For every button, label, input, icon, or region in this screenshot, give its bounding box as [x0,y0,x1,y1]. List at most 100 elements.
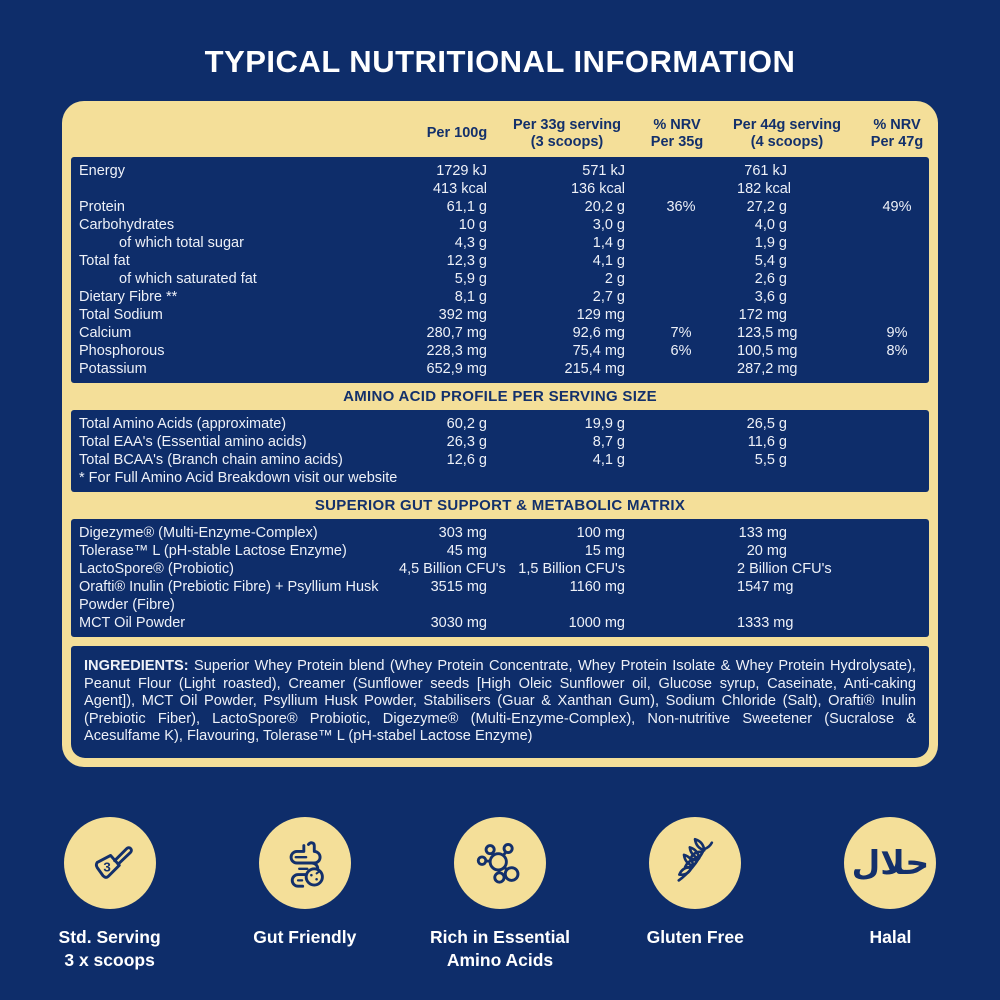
value-per-100g: 228,3 mg [426,343,487,359]
row-label: Carbohydrates [79,217,175,233]
value-nrv-35g [625,542,737,560]
value-per-44g-serving: 123,5 mg [737,325,798,341]
table-row: Total EAA's (Essential amino acids) 26,3 … [71,433,929,451]
value-per-100g: 61,1 g [446,199,487,215]
nutrition-label-page: TYPICAL NUTRITIONAL INFORMATION Per 100g… [0,44,1000,972]
value-per-33g-serving: 4,1 g [592,253,625,269]
table-row: Carbohydrates 10 g 3,0 g 4,0 g [71,216,929,234]
row-label: Total Amino Acids (approximate) [79,416,287,432]
value-nrv-35g [625,306,737,324]
value-nrv-35g [625,288,737,306]
row-label: Digezyme® (Multi-Enzyme-Complex) [79,525,318,541]
value-nrv-47g [787,270,921,288]
amino-acid-table: Total Amino Acids (approximate) 60,2 g 19,… [71,410,929,492]
table-row: Total BCAA's (Branch chain amino acids) 1… [71,451,929,469]
value-per-44g-serving: 133 mg [738,525,787,541]
row-label: Phosphorous [79,343,165,359]
amino-footnote: * For Full Amino Acid Breakdown visit ou… [79,470,398,486]
value-nrv-35g [625,270,737,288]
value-nrv-35g [625,415,737,433]
value-per-33g-serving: 75,4 mg [572,343,625,359]
value-per-44g-serving: 1,9 g [754,235,787,251]
value-per-33g-serving: 215,4 mg [564,361,625,377]
value-per-44g-serving: 5,4 g [754,253,787,269]
value-per-33g-serving: 15 mg [584,543,625,559]
table-row: MCT Oil Powder 3030 mg 1000 mg 1333 mg [71,614,929,632]
value-per-33g-serving: 100 mg [576,525,625,541]
value-per-100g: 4,5 Billion CFU's [399,561,506,577]
badge-label: Rich in Essential Amino Acids [429,926,571,970]
value-per-33g-serving: 19,9 g [584,416,625,432]
value-per-33g-serving: 8,7 g [592,434,625,450]
value-per-100g: 392 mg [438,307,487,323]
value-per-44g-serving: 26,5 g [746,416,787,432]
value-nrv-47g [787,234,921,252]
table-row: Protein 61,1 g 20,2 g 36% 27,2 g 49% [71,198,929,216]
value-nrv-35g [625,360,737,378]
table-row: Calcium 280,7 mg 92,6 mg 7% 123,5 mg 9% [71,324,929,342]
value-nrv-47g [787,560,921,578]
value-per-33g-serving: 136 kcal [570,181,625,197]
col-header-per-33g-serving: Per 33g serving (3 scoops) [513,117,621,150]
value-nrv-35g [625,433,737,451]
ingredients-block: INGREDIENTS: Superior Whey Protein blend… [71,646,929,758]
value-nrv-47g [787,288,921,306]
value-nrv-47g [787,216,921,234]
value-nrv-35g [625,252,737,270]
table-row: Orafti® Inulin (Prebiotic Fibre) + Psyll… [71,578,929,614]
value-per-33g-serving: 20,2 g [584,199,625,215]
section-header-gut-matrix: SUPERIOR GUT SUPPORT & METABOLIC MATRIX [314,497,686,514]
table-row: Total fat 12,3 g 4,1 g 5,4 g [71,252,929,270]
value-per-44g-serving: 20 mg [746,543,787,559]
badge-gut-friendly: Gut Friendly [207,816,402,972]
row-label: Total Sodium [79,307,163,323]
row-label: Orafti® Inulin (Prebiotic Fibre) + Psyll… [79,579,379,613]
section-divider [71,637,929,646]
value-per-33g-serving: 1,4 g [592,235,625,251]
value-per-33g-serving: 3,0 g [592,217,625,233]
value-nrv-47g [787,252,921,270]
intestine-icon [258,816,351,909]
value-per-44g-serving: 1333 mg [737,615,794,631]
badge-label: Gluten Free [646,926,744,947]
value-per-33g-serving: 1160 mg [569,579,625,595]
col-header-nrv-35g: % NRV Per 35g [650,117,704,150]
value-per-100g: 3030 mg [430,615,487,631]
value-nrv-47g [787,433,921,451]
value-nrv-35g: 36% [666,199,696,215]
value-per-100g: 652,9 mg [426,361,487,377]
table-row: Energy 1729 kJ 571 kJ 761 kJ [71,162,929,180]
value-per-100g: 5,9 g [454,271,487,287]
value-nrv-47g [787,524,921,542]
value-per-100g: 60,2 g [446,416,487,432]
value-nrv-35g [625,524,737,542]
page-title: TYPICAL NUTRITIONAL INFORMATION [204,44,796,79]
value-per-33g-serving: 129 mg [576,307,625,323]
table-row: Total Sodium 392 mg 129 mg 172 mg [71,306,929,324]
value-nrv-47g [787,451,921,469]
value-per-44g-serving: 27,2 g [746,199,787,215]
badge-gluten-free: Gluten Free [598,816,793,972]
value-nrv-35g [625,451,737,469]
section-header-amino-acids: AMINO ACID PROFILE PER SERVING SIZE [343,388,657,405]
value-per-33g-serving: 4,1 g [592,452,625,468]
scoop-icon: 3 [63,816,156,909]
value-per-33g-serving: 2,7 g [592,289,625,305]
table-row: Phosphorous 228,3 mg 75,4 mg 6% 100,5 mg 8% [71,342,929,360]
gut-matrix-table: Digezyme® (Multi-Enzyme-Complex) 303 mg 10… [71,519,929,637]
value-nrv-35g [625,180,737,198]
row-label: Potassium [79,361,147,377]
row-label: Energy [79,163,125,179]
table-row: Total Amino Acids (approximate) 60,2 g 19,… [71,415,929,433]
value-per-33g-serving: 1000 mg [568,615,625,631]
ingredients-text: Superior Whey Protein blend (Whey Protei… [84,658,916,745]
value-per-44g-serving: 761 kJ [744,163,787,179]
badges-row: 3 Std. Serving 3 x scoops Gut [0,816,1000,972]
row-label: Protein [79,199,125,215]
value-per-100g: 1729 kJ [436,163,487,179]
table-row: Potassium 652,9 mg 215,4 mg 287,2 mg [71,360,929,378]
value-nrv-47g [787,360,921,378]
table-row: Dietary Fibre ** 8,1 g 2,7 g 3,6 g [71,288,929,306]
value-per-100g: 26,3 g [446,434,487,450]
value-nrv-47g [787,180,921,198]
